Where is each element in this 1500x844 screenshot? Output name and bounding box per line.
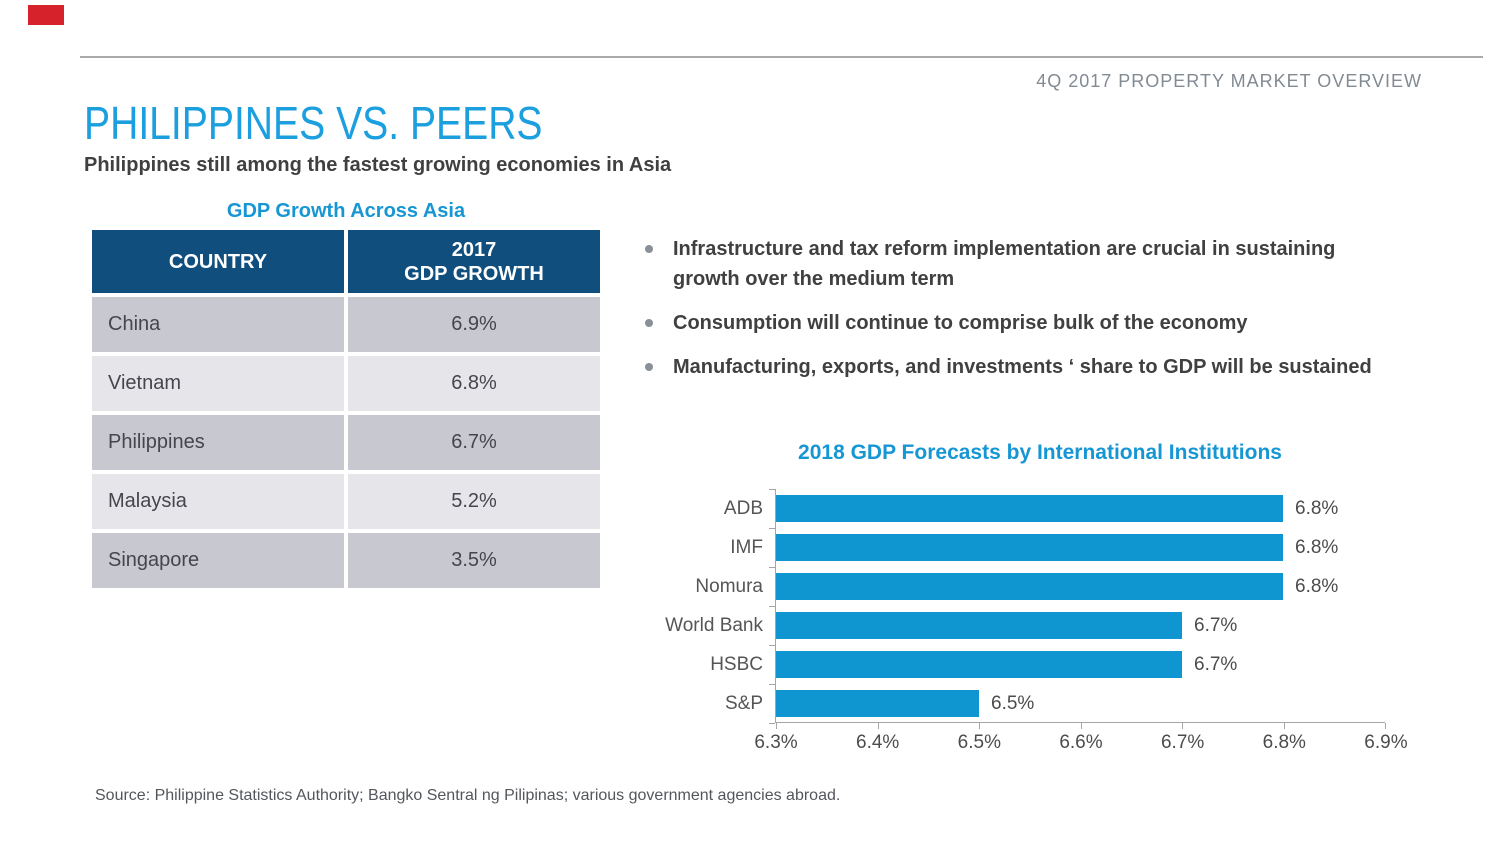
bar-chart-plot: 6.8% 6.8% 6.8% 6.7% 6.7% 6.5%	[769, 489, 1386, 729]
table-cell-growth: 6.8%	[348, 356, 600, 411]
bar-adb	[776, 495, 1283, 522]
table-cell-growth: 6.9%	[348, 297, 600, 352]
list-item: Infrastructure and tax reform implementa…	[640, 234, 1450, 294]
bullet-icon	[645, 319, 653, 327]
chart-category-axis: ADB IMF Nomura World Bank HSBC S&P	[600, 489, 763, 723]
x-axis-tick	[878, 723, 879, 729]
brand-accent-logo	[28, 5, 64, 25]
y-axis-tick	[769, 606, 775, 607]
source-note: Source: Philippine Statistics Authority;…	[95, 787, 841, 804]
bar-value-label: 6.8%	[1295, 536, 1339, 558]
x-tick-label: 6.6%	[1059, 732, 1103, 753]
x-axis-tick	[1284, 723, 1285, 729]
table-cell-growth: 6.7%	[348, 415, 600, 470]
table-cell-country: Malaysia	[92, 474, 344, 529]
y-axis-tick	[769, 489, 775, 490]
bar-row: 6.8%	[776, 528, 1385, 567]
table-cell-country: Philippines	[92, 415, 344, 470]
chart-category-label: HSBC	[710, 654, 763, 675]
table-cell-country: Vietnam	[92, 356, 344, 411]
y-axis-tick	[769, 567, 775, 568]
x-axis-tick	[1081, 723, 1082, 729]
chart-category-label: S&P	[724, 693, 763, 714]
x-axis-tick	[1385, 723, 1386, 729]
x-tick-label: 6.5%	[957, 732, 1001, 753]
bullet-icon	[645, 245, 653, 253]
page-subtitle: Philippines still among the fastest grow…	[84, 154, 672, 176]
bar-value-label: 6.5%	[991, 692, 1035, 714]
bullet-text: Manufacturing, exports, and investments …	[673, 356, 1372, 378]
chart-category-label: IMF	[730, 537, 763, 558]
bar-row: 6.7%	[776, 606, 1385, 645]
x-tick-label: 6.8%	[1262, 732, 1306, 753]
bullet-icon	[645, 363, 653, 371]
x-tick-label: 6.3%	[754, 732, 798, 753]
bar-value-label: 6.8%	[1295, 575, 1339, 597]
table-header-growth-text: 2017 GDP GROWTH	[404, 238, 544, 285]
bullet-text: growth over the medium term	[673, 268, 955, 290]
table-header-country: COUNTRY	[92, 230, 344, 293]
bar-sp	[776, 690, 979, 717]
top-divider-rule	[80, 56, 1483, 58]
list-item: Consumption will continue to comprise bu…	[640, 308, 1450, 338]
table-cell-country: China	[92, 297, 344, 352]
bar-hsbc	[776, 651, 1182, 678]
chart-category-label: ADB	[723, 498, 763, 519]
bar-row: 6.8%	[776, 489, 1385, 528]
x-axis-tick	[1182, 723, 1183, 729]
y-axis-tick	[769, 528, 775, 529]
bullet-text: Infrastructure and tax reform implementa…	[673, 238, 1336, 260]
bar-value-label: 6.7%	[1194, 614, 1238, 636]
table-header-growth: 2017 GDP GROWTH	[348, 230, 600, 293]
bar-row: 6.7%	[776, 645, 1385, 684]
report-header: 4Q 2017 PROPERTY MARKET OVERVIEW	[1036, 71, 1422, 91]
chart-category-label: World Bank	[665, 615, 763, 636]
bar-value-label: 6.8%	[1295, 497, 1339, 519]
chart-x-axis-labels: 6.3% 6.4% 6.5% 6.6% 6.7% 6.8% 6.9%	[726, 732, 1436, 754]
y-axis-tick	[769, 723, 775, 724]
list-item: Manufacturing, exports, and investments …	[640, 352, 1450, 382]
key-points-list: Infrastructure and tax reform implementa…	[640, 234, 1450, 396]
table-cell-growth: 3.5%	[348, 533, 600, 588]
page-title: PHILIPPINES VS. PEERS	[84, 97, 543, 149]
gdp-growth-table: COUNTRY 2017 GDP GROWTH China 6.9% Vietna…	[92, 230, 600, 588]
bar-world-bank	[776, 612, 1182, 639]
chart-category-label: Nomura	[695, 576, 763, 597]
bar-row: 6.8%	[776, 567, 1385, 606]
x-tick-label: 6.9%	[1364, 732, 1408, 753]
y-axis-tick	[769, 684, 775, 685]
bar-row: 6.5%	[776, 684, 1385, 723]
table-title: GDP Growth Across Asia	[226, 200, 466, 222]
table-cell-country: Singapore	[92, 533, 344, 588]
x-axis-tick	[979, 723, 980, 729]
chart-title: 2018 GDP Forecasts by International Inst…	[798, 441, 1282, 464]
y-axis-tick	[769, 645, 775, 646]
x-tick-label: 6.7%	[1160, 732, 1205, 753]
x-tick-label: 6.4%	[856, 732, 900, 753]
bar-nomura	[776, 573, 1283, 600]
bullet-text: Consumption will continue to comprise bu…	[673, 312, 1248, 334]
table-cell-growth: 5.2%	[348, 474, 600, 529]
x-axis-tick	[776, 723, 777, 729]
bar-imf	[776, 534, 1283, 561]
bar-value-label: 6.7%	[1194, 653, 1238, 675]
